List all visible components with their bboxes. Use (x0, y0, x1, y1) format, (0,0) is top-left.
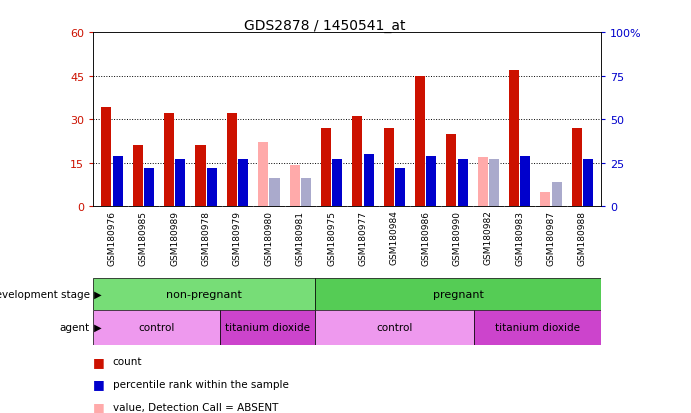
Text: non-pregnant: non-pregnant (167, 289, 243, 299)
Bar (384, 128, 394, 206)
Bar (426, 156, 436, 206)
Text: GSM180979: GSM180979 (233, 210, 242, 265)
Bar (583, 160, 593, 206)
Bar (164, 114, 174, 206)
Text: GSM180975: GSM180975 (327, 210, 336, 265)
Bar (520, 156, 530, 206)
Bar (113, 156, 123, 206)
Text: ■: ■ (93, 355, 105, 368)
Bar (301, 179, 311, 206)
Bar (551, 182, 562, 206)
Bar (220, 310, 316, 345)
Bar (446, 134, 456, 206)
Text: GSM180977: GSM180977 (359, 210, 368, 265)
Bar (457, 160, 468, 206)
Text: titanium dioxide: titanium dioxide (225, 322, 310, 332)
Bar (176, 160, 185, 206)
Text: GSM180982: GSM180982 (484, 210, 493, 265)
Text: GSM180978: GSM180978 (202, 210, 211, 265)
Text: control: control (139, 322, 175, 332)
Bar (269, 179, 279, 206)
Bar (509, 71, 519, 206)
Bar (144, 169, 154, 206)
Bar (321, 128, 331, 206)
Text: GSM180988: GSM180988 (578, 210, 587, 265)
Bar (477, 157, 488, 206)
Bar (363, 154, 374, 206)
Text: GSM180989: GSM180989 (170, 210, 179, 265)
Bar (489, 160, 499, 206)
Bar (258, 143, 268, 206)
Text: GSM180986: GSM180986 (421, 210, 430, 265)
Text: control: control (377, 322, 413, 332)
Text: count: count (113, 356, 142, 366)
Text: percentile rank within the sample: percentile rank within the sample (113, 379, 289, 389)
Text: GSM180981: GSM180981 (296, 210, 305, 265)
Bar (316, 279, 601, 310)
Bar (93, 310, 220, 345)
Text: titanium dioxide: titanium dioxide (495, 322, 580, 332)
Bar (290, 166, 300, 206)
Bar (238, 160, 248, 206)
Text: GSM180990: GSM180990 (453, 210, 462, 265)
Text: GSM180984: GSM180984 (390, 210, 399, 265)
Bar (93, 279, 316, 310)
Text: GSM180983: GSM180983 (515, 210, 524, 265)
Bar (102, 108, 111, 206)
Bar (571, 128, 582, 206)
Bar (540, 192, 551, 206)
Bar (316, 310, 474, 345)
Bar (415, 76, 425, 206)
Text: ■: ■ (93, 377, 105, 391)
Bar (332, 160, 342, 206)
Bar (227, 114, 237, 206)
Bar (196, 146, 205, 206)
Text: GSM180976: GSM180976 (108, 210, 117, 265)
Text: GSM180987: GSM180987 (547, 210, 556, 265)
Text: pregnant: pregnant (433, 289, 484, 299)
Bar (474, 310, 601, 345)
Bar (133, 146, 143, 206)
Bar (352, 117, 362, 206)
Text: GSM180980: GSM180980 (265, 210, 274, 265)
Text: ▶: ▶ (91, 322, 101, 332)
Text: GSM180985: GSM180985 (139, 210, 148, 265)
Text: ▶: ▶ (91, 289, 101, 299)
Bar (395, 169, 405, 206)
Text: development stage: development stage (0, 289, 90, 299)
Text: GDS2878 / 1450541_at: GDS2878 / 1450541_at (244, 19, 406, 33)
Text: agent: agent (59, 322, 90, 332)
Bar (207, 169, 217, 206)
Text: value, Detection Call = ABSENT: value, Detection Call = ABSENT (113, 402, 278, 412)
Text: ■: ■ (93, 400, 105, 413)
